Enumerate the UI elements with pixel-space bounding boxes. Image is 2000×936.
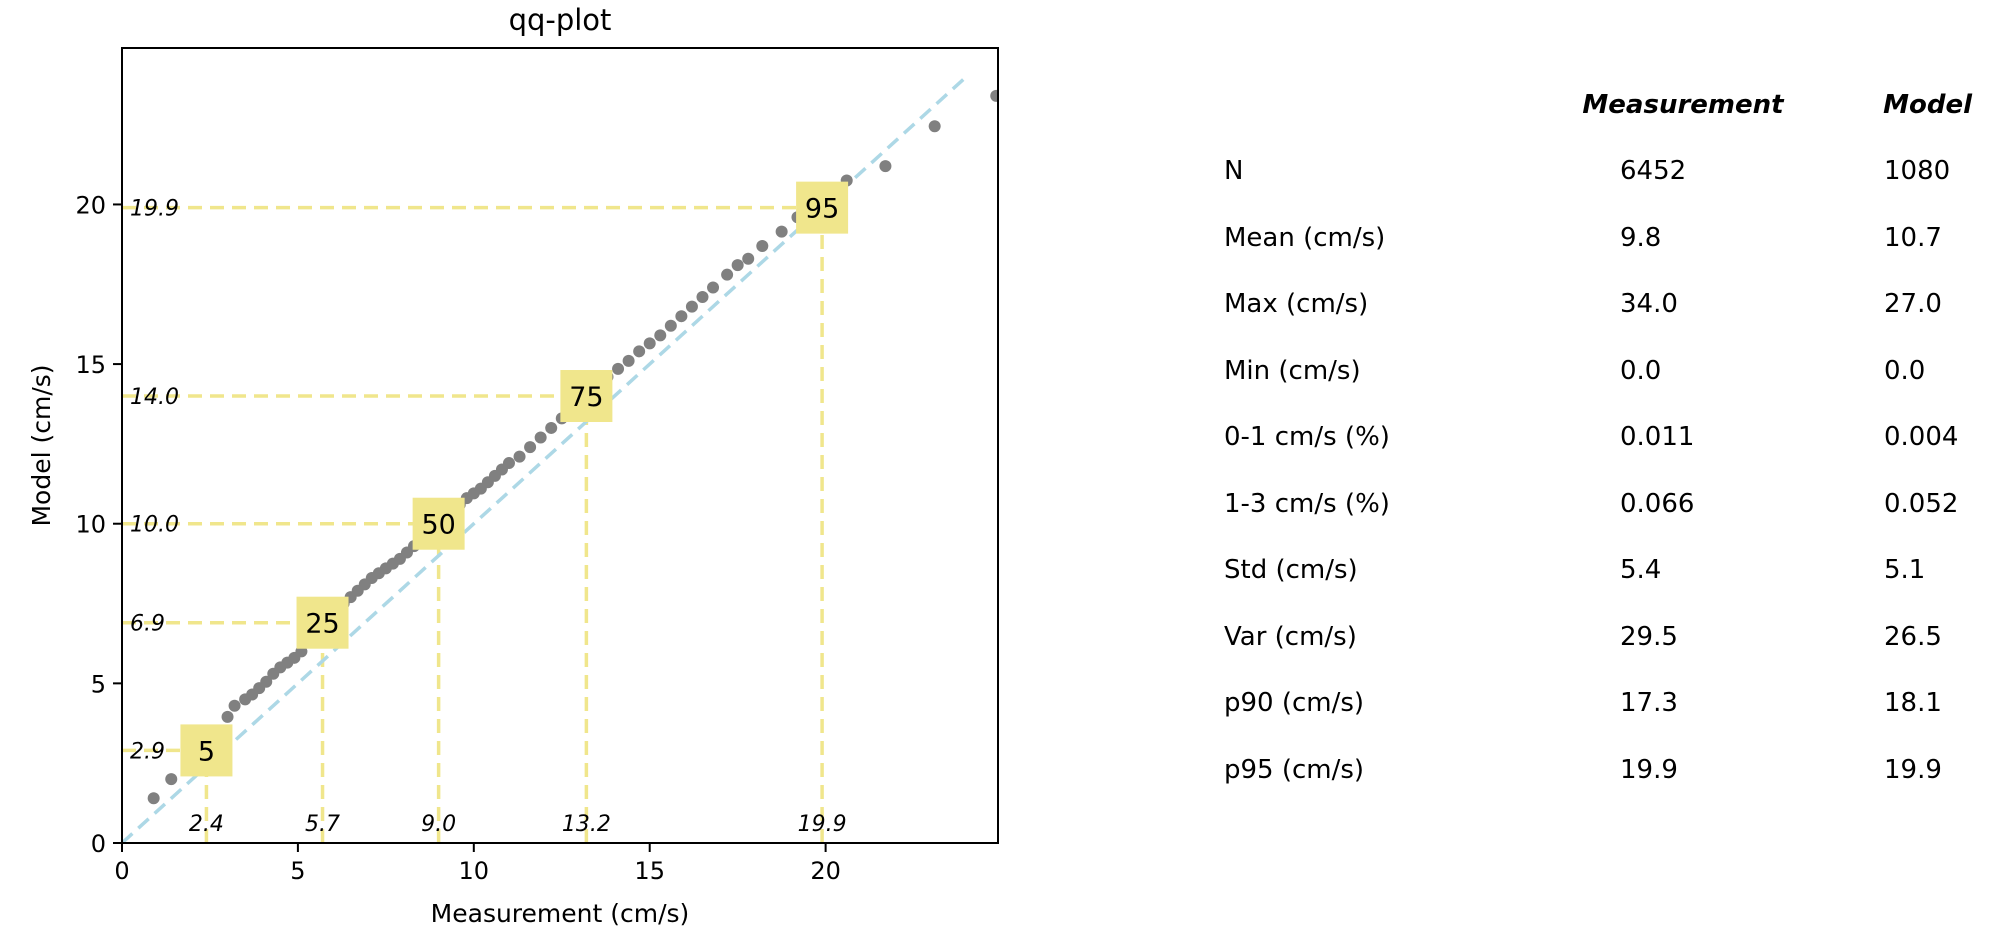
percentile-box: [796, 181, 849, 234]
data-point: [879, 160, 892, 173]
measurement-value: 0.0: [1620, 355, 1662, 386]
row-label: Std (cm/s): [1224, 555, 1358, 585]
measurement-value: 0.011: [1620, 422, 1695, 452]
model-value: 26.5: [1884, 621, 1942, 652]
percentile-box-label: 25: [305, 609, 339, 640]
row-label: p95 (cm/s): [1224, 754, 1365, 785]
row-label: p90 (cm/s): [1224, 688, 1365, 718]
plot-area: 2.9 2.4 5 6.9 5.7 25 10.0 9.0 50 14.0 13.2 75 19.9 19…: [122, 75, 998, 843]
row-label: Min (cm/s): [1224, 355, 1361, 386]
y-tick-label: 20: [75, 191, 106, 219]
measurement-value: 9.8: [1620, 222, 1662, 253]
data-point: [147, 792, 160, 805]
percentile-y-label: 19.9: [130, 197, 179, 222]
model-value: 0.004: [1884, 422, 1959, 452]
percentile-box-label: 75: [569, 382, 603, 413]
measurement-value: 17.3: [1620, 688, 1678, 718]
percentile-x-label: 5.7: [305, 812, 340, 837]
row-label: 1-3 cm/s (%): [1224, 488, 1390, 519]
data-point: [643, 337, 656, 350]
percentile-x-label: 19.9: [798, 812, 847, 837]
data-point: [260, 675, 273, 688]
data-point: [721, 268, 734, 281]
data-point: [742, 252, 755, 265]
percentile-y-label: 10.0: [130, 513, 179, 538]
data-point: [502, 457, 515, 470]
column-header-measurement: Measurement: [1582, 90, 1784, 120]
percentile-x-label: 13.2: [562, 812, 611, 837]
measurement-value: 19.9: [1620, 754, 1678, 785]
data-point: [221, 710, 234, 723]
x-tick-label: 5: [290, 857, 305, 885]
model-value: 0.0: [1884, 355, 1926, 386]
x-tick-label: 20: [810, 857, 841, 885]
row-label: Var (cm/s): [1224, 621, 1357, 652]
data-point: [524, 441, 537, 454]
data-point: [756, 239, 769, 252]
y-tick-label: 0: [91, 830, 106, 858]
data-point: [513, 450, 526, 463]
y-tick-label: 5: [91, 670, 106, 698]
data-point: [165, 773, 178, 786]
y-tick-label: 10: [75, 511, 106, 539]
model-value: 18.1: [1884, 688, 1942, 718]
data-point: [654, 329, 667, 342]
percentile-box-label: 5: [198, 736, 215, 767]
row-label: Max (cm/s): [1224, 289, 1369, 319]
data-point: [775, 225, 788, 238]
x-axis-label: Measurement (cm/s): [431, 899, 690, 928]
data-point: [731, 259, 744, 272]
percentile-y-label: 6.9: [130, 612, 165, 637]
measurement-value: 29.5: [1620, 621, 1678, 652]
plot-frame: [121, 47, 999, 844]
x-tick-label: 0: [114, 857, 129, 885]
percentile-box-label: 50: [421, 510, 455, 541]
data-point: [545, 421, 558, 434]
percentile-y-label: 2.9: [130, 739, 165, 764]
percentile-box: [412, 497, 465, 550]
measurement-value: 5.4: [1620, 555, 1662, 585]
data-point: [534, 431, 547, 444]
data-point: [664, 319, 677, 332]
measurement-value: 6452: [1620, 156, 1687, 186]
percentile-box: [180, 724, 233, 777]
model-value: 1080: [1884, 156, 1951, 186]
percentile-box: [296, 596, 349, 649]
data-point: [928, 120, 941, 133]
measurement-value: 0.066: [1620, 488, 1695, 519]
row-label: Mean (cm/s): [1224, 222, 1386, 253]
model-value: 10.7: [1884, 222, 1942, 253]
data-point: [622, 354, 635, 367]
model-value: 27.0: [1884, 289, 1942, 319]
row-label: N: [1224, 156, 1244, 186]
data-point: [612, 362, 625, 375]
percentile-box-label: 95: [805, 194, 839, 225]
y-axis-label: Model (cm/s): [27, 364, 56, 526]
data-point: [990, 89, 998, 102]
data-point: [228, 699, 241, 712]
chart-title: qq-plot: [509, 3, 612, 37]
model-value: 0.052: [1884, 488, 1959, 519]
column-header-model: Model: [1883, 90, 1972, 120]
percentile-y-label: 14.0: [130, 385, 179, 410]
model-value: 5.1: [1884, 555, 1926, 585]
percentile-x-label: 2.4: [189, 812, 224, 837]
y-tick-label: 15: [75, 351, 106, 379]
measurement-value: 34.0: [1620, 289, 1678, 319]
data-point: [633, 345, 646, 358]
data-point: [685, 300, 698, 313]
model-value: 19.9: [1884, 754, 1942, 785]
data-point: [675, 310, 688, 323]
percentile-x-label: 9.0: [421, 812, 456, 837]
data-point: [707, 281, 720, 294]
x-tick-label: 15: [634, 857, 665, 885]
percentile-box: [560, 370, 613, 423]
data-point: [696, 291, 709, 304]
x-tick-label: 10: [459, 857, 490, 885]
row-label: 0-1 cm/s (%): [1224, 422, 1390, 452]
